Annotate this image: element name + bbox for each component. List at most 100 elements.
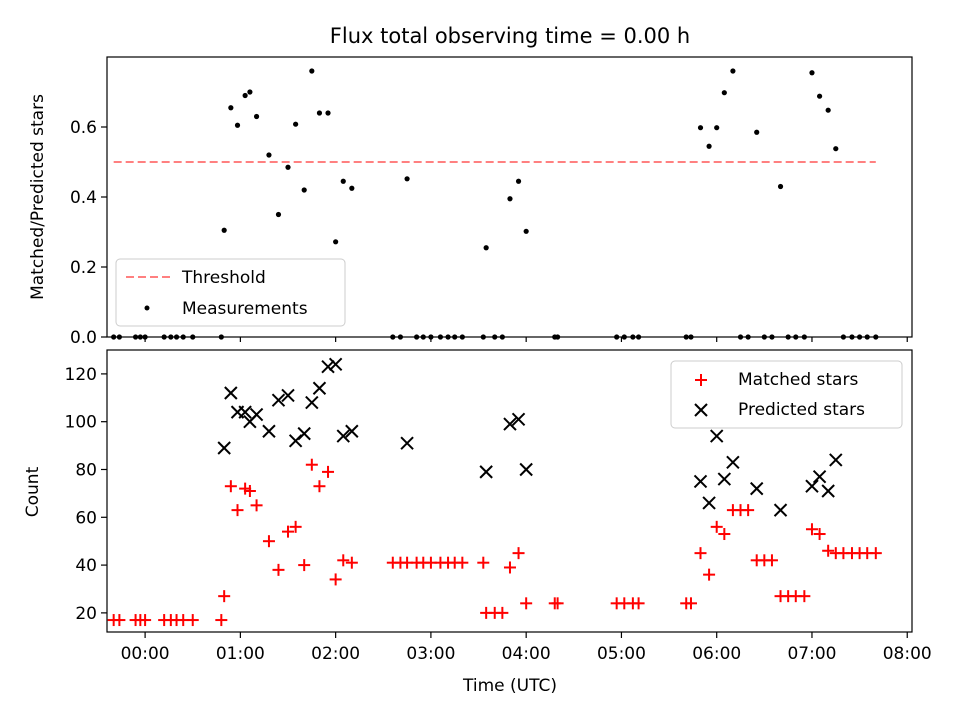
measurement-point — [247, 89, 253, 95]
predicted-star-point — [400, 436, 414, 450]
measurement-point — [234, 122, 241, 128]
predicted-star-point — [224, 386, 238, 400]
measurement-point — [301, 187, 307, 193]
matched-star-point — [551, 597, 564, 610]
count-panel: Count Time (UTC) 20 40 60 80 100 120 00:00 01:… — [23, 349, 932, 696]
matched-star-point — [231, 504, 244, 517]
measurement-point — [721, 90, 727, 96]
matched-star-point — [765, 554, 778, 567]
legend-ratio-box — [115, 258, 346, 327]
matched-star-point — [742, 504, 755, 517]
y-axis-label-count: Count — [23, 466, 43, 517]
measurement-point — [714, 125, 720, 131]
predicted-star-point — [726, 455, 740, 470]
legend-ratio: Threshold Measurements — [115, 258, 346, 327]
y-tick-label-ratio: 0.0 — [70, 328, 97, 348]
x-tick-label: 02:00 — [311, 644, 360, 664]
matched-star-point — [218, 590, 231, 603]
matched-star-point — [250, 499, 263, 512]
matched-star-point — [322, 465, 335, 478]
legend-count-box — [670, 360, 903, 429]
matched-star-point — [262, 535, 275, 548]
matched-star-point — [805, 523, 818, 536]
ratio-panel: Flux total observing time = 0.00 h Match… — [28, 24, 913, 348]
x-tick-label: 06:00 — [692, 644, 741, 664]
x-axis-label: Time (UTC) — [462, 676, 557, 696]
matched-star-point — [139, 614, 152, 627]
matched-star-point — [456, 556, 469, 569]
measurement-point — [523, 228, 529, 234]
measurement-point — [253, 113, 260, 120]
legend-predicted-label: Predicted stars — [738, 400, 865, 420]
measurement-point — [754, 129, 760, 135]
matched-star-point — [822, 544, 835, 557]
y-axis-label-ratio: Matched/Predicted stars — [28, 94, 48, 300]
x-tick-label: 03:00 — [406, 644, 455, 664]
matched-star-point — [632, 597, 645, 610]
matched-star-point — [272, 563, 285, 576]
predicted-star-point — [305, 395, 319, 410]
measurement-point — [333, 239, 339, 245]
matched-star-point — [703, 568, 716, 581]
measurement-point — [777, 183, 784, 190]
matched-star-point — [224, 480, 237, 493]
legend-matched-label: Matched stars — [738, 370, 858, 390]
matched-star-point — [477, 556, 490, 569]
predicted-star-point — [829, 453, 843, 467]
y-tick-label-count: 80 — [75, 460, 97, 480]
matched-star-point — [718, 528, 731, 541]
predicted-star-point — [709, 429, 724, 443]
measurement-point — [404, 176, 410, 182]
measurement-point — [706, 143, 712, 149]
y-tick-label-count: 40 — [75, 556, 97, 576]
measurement-point — [833, 146, 839, 152]
y-tick-label-count: 120 — [65, 365, 97, 385]
legend-measurements-marker — [144, 305, 150, 311]
predicted-star-point — [717, 472, 732, 486]
predicted-star-point — [321, 360, 335, 374]
measurement-point — [275, 211, 282, 218]
chart-title: Flux total observing time = 0.00 h — [330, 24, 690, 48]
matched-star-point — [512, 547, 525, 560]
measurement-point — [316, 110, 323, 116]
predicted-star-point — [805, 479, 819, 493]
matched-star-point — [298, 559, 311, 572]
matched-star-point — [329, 573, 342, 586]
predicted-star-point — [328, 357, 343, 372]
predicted-star-point — [297, 426, 311, 441]
matched-star-point — [520, 597, 533, 610]
matched-star-point — [243, 485, 256, 497]
predicted-star-point — [345, 424, 359, 438]
legend-matched-marker — [695, 374, 707, 386]
measurement-point — [340, 178, 346, 184]
predicted-star-point — [503, 417, 517, 431]
measurement-point — [293, 121, 299, 127]
legend-predicted-marker — [694, 403, 708, 417]
predicted-star-point — [249, 407, 264, 422]
matched-star-point — [337, 554, 350, 567]
legend-threshold-label: Threshold — [181, 268, 266, 288]
predicted-star-point — [217, 441, 231, 455]
x-tick-label: 05:00 — [597, 644, 646, 664]
predicted-star-point — [812, 469, 827, 484]
predicted-star-point — [479, 465, 493, 479]
measurement-point — [730, 68, 736, 74]
matched-star-point — [813, 528, 826, 541]
matched-star-point — [289, 520, 302, 533]
x-tick-label: 01:00 — [216, 644, 265, 664]
y-tick-label-count: 20 — [75, 604, 97, 624]
matched-star-point — [305, 458, 318, 471]
matched-star-point — [503, 561, 516, 574]
x-tick-label: 00:00 — [121, 644, 170, 664]
matched-star-point — [215, 614, 228, 627]
matched-star-point — [113, 614, 126, 627]
y-tick-label-ratio: 0.2 — [70, 258, 97, 278]
matched-star-point — [313, 480, 326, 493]
matched-star-point — [869, 547, 882, 560]
x-tick-label: 07:00 — [787, 644, 836, 664]
measurement-point — [285, 164, 291, 170]
predicted-star-point — [750, 481, 764, 496]
matched-star-point — [496, 606, 509, 619]
measurement-point — [349, 185, 355, 191]
